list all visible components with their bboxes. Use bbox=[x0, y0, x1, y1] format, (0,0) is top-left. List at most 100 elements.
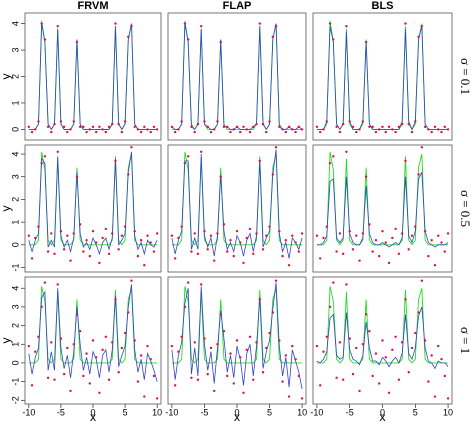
observed-point bbox=[130, 146, 133, 149]
observed-point bbox=[446, 128, 450, 131]
observed-point bbox=[117, 371, 120, 374]
observed-point bbox=[394, 335, 397, 338]
observed-point bbox=[364, 175, 368, 178]
observed-point bbox=[387, 391, 391, 394]
observed-point bbox=[107, 378, 111, 381]
observed-point bbox=[252, 252, 255, 256]
observed-point bbox=[34, 128, 37, 131]
observed-point bbox=[278, 339, 281, 342]
observed-point bbox=[62, 248, 66, 251]
observed-point bbox=[199, 25, 203, 28]
observed-point bbox=[348, 120, 351, 123]
observed-point bbox=[82, 374, 85, 378]
observed-point bbox=[43, 38, 47, 41]
observed-point bbox=[219, 40, 222, 44]
fit-line bbox=[28, 23, 158, 131]
x-tick-label: 0 bbox=[90, 407, 95, 417]
truth-line bbox=[171, 286, 303, 364]
observed-point bbox=[284, 239, 288, 242]
observed-point bbox=[315, 344, 319, 348]
y-tick-label: 0 bbox=[10, 360, 20, 365]
observed-point bbox=[423, 229, 427, 233]
observed-point bbox=[101, 236, 104, 240]
observed-point bbox=[130, 279, 133, 282]
observed-point bbox=[149, 241, 152, 244]
observed-point bbox=[133, 125, 136, 128]
observed-point bbox=[274, 279, 278, 282]
observed-point bbox=[437, 234, 440, 237]
row-label: σ = 1 bbox=[458, 327, 473, 354]
observed-point bbox=[364, 313, 368, 316]
observed-point bbox=[30, 130, 34, 134]
observed-point bbox=[75, 40, 79, 44]
y-tick-label: 3 bbox=[10, 48, 20, 53]
observed-point bbox=[123, 225, 127, 228]
y-tick-label: -1 bbox=[10, 263, 20, 271]
observed-point bbox=[177, 128, 180, 131]
truth-line bbox=[28, 20, 158, 131]
observed-point bbox=[216, 232, 219, 235]
observed-point bbox=[268, 120, 271, 123]
observed-point bbox=[72, 343, 75, 346]
observed-point bbox=[229, 352, 232, 355]
observed-point bbox=[315, 125, 319, 128]
observed-point bbox=[245, 128, 248, 131]
observed-point bbox=[75, 175, 79, 178]
observed-point bbox=[341, 378, 345, 381]
observed-point bbox=[34, 236, 37, 240]
observed-point bbox=[351, 372, 355, 376]
observed-point bbox=[433, 125, 437, 128]
observed-point bbox=[155, 397, 159, 400]
observed-point bbox=[149, 357, 152, 361]
observed-point bbox=[56, 283, 59, 286]
observed-point bbox=[274, 25, 278, 28]
observed-point bbox=[281, 254, 284, 258]
observed-point bbox=[82, 250, 85, 253]
observed-point bbox=[255, 341, 258, 344]
observed-point bbox=[394, 227, 397, 231]
observed-point bbox=[226, 250, 229, 253]
observed-point bbox=[69, 259, 72, 262]
y-tick-label: 3 bbox=[10, 174, 20, 179]
observed-point bbox=[368, 223, 371, 226]
y-axis-label: y bbox=[0, 206, 13, 212]
observed-point bbox=[325, 335, 328, 338]
observed-point bbox=[400, 341, 404, 344]
observed-point bbox=[407, 248, 410, 251]
observed-point bbox=[345, 25, 348, 28]
observed-point bbox=[328, 305, 332, 309]
observed-point bbox=[319, 130, 322, 134]
observed-point bbox=[381, 125, 384, 128]
observed-point bbox=[229, 130, 232, 134]
observed-point bbox=[239, 130, 242, 134]
observed-point bbox=[95, 241, 98, 244]
observed-point bbox=[371, 374, 374, 378]
observed-point bbox=[328, 22, 332, 25]
observed-point bbox=[239, 356, 242, 359]
observed-point bbox=[235, 229, 239, 233]
truth-line bbox=[316, 286, 449, 364]
observed-point bbox=[325, 120, 328, 123]
observed-point bbox=[183, 305, 187, 309]
observed-point bbox=[117, 122, 120, 126]
observed-point bbox=[186, 38, 190, 41]
observed-point bbox=[139, 354, 143, 357]
observed-point bbox=[378, 128, 381, 131]
truth-line bbox=[171, 151, 303, 246]
panel-frame bbox=[167, 12, 307, 141]
observed-point bbox=[391, 236, 394, 240]
x-tick-label: -5 bbox=[200, 407, 208, 417]
observed-point bbox=[199, 150, 203, 154]
y-axis-label: y bbox=[0, 338, 13, 344]
observed-point bbox=[127, 173, 130, 176]
observed-point bbox=[374, 239, 378, 242]
observed-point bbox=[78, 329, 82, 333]
truth-line bbox=[316, 20, 449, 131]
observed-point bbox=[345, 150, 348, 154]
observed-point bbox=[111, 341, 114, 344]
observed-point bbox=[82, 125, 85, 128]
observed-point bbox=[117, 248, 120, 251]
observed-point bbox=[232, 382, 235, 385]
observed-point bbox=[351, 125, 355, 128]
observed-point bbox=[170, 125, 174, 128]
